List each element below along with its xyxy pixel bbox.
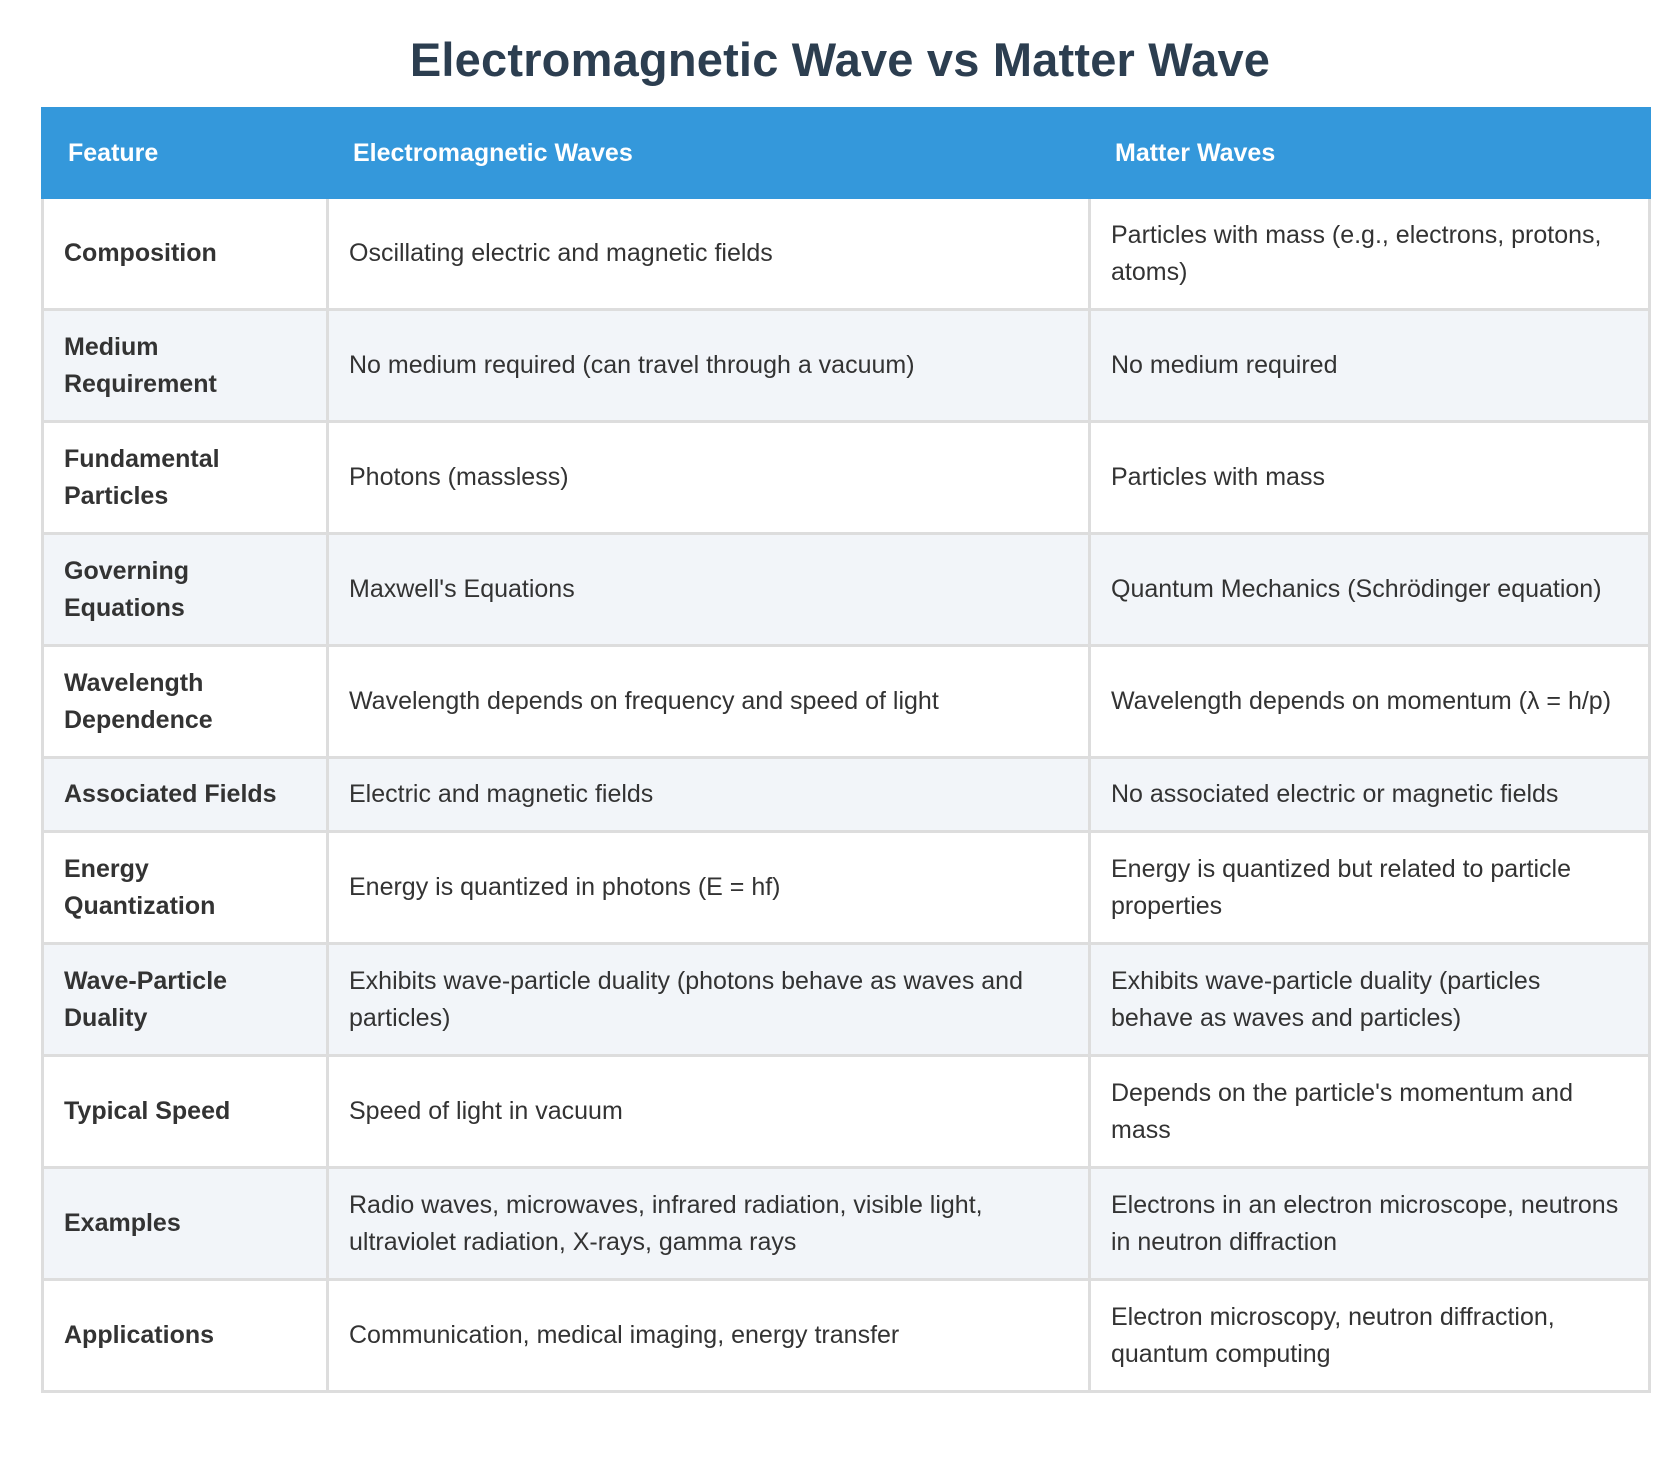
- table-row: Wavelength Dependence Wavelength depends…: [41, 644, 1651, 759]
- table-header: Feature Electromagnetic Waves Matter Wav…: [41, 107, 1651, 199]
- feature-cell: Energy Quantization: [41, 830, 329, 945]
- feature-cell: Fundamental Particles: [41, 420, 329, 535]
- table-body: Composition Oscillating electric and mag…: [41, 196, 1651, 1393]
- em-cell: Photons (massless): [326, 420, 1091, 535]
- feature-cell: Wavelength Dependence: [41, 644, 329, 759]
- matter-cell: Particles with mass: [1088, 420, 1651, 535]
- matter-cell: No medium required: [1088, 308, 1651, 423]
- header-row: Feature Electromagnetic Waves Matter Wav…: [41, 107, 1651, 199]
- table-row: Examples Radio waves, microwaves, infrar…: [41, 1166, 1651, 1281]
- matter-cell: Exhibits wave-particle duality (particle…: [1088, 942, 1651, 1057]
- em-cell: Wavelength depends on frequency and spee…: [326, 644, 1091, 759]
- comparison-table: Feature Electromagnetic Waves Matter Wav…: [41, 107, 1651, 1393]
- matter-cell: No associated electric or magnetic field…: [1088, 756, 1651, 833]
- feature-cell: Applications: [41, 1278, 329, 1393]
- em-cell: Electric and magnetic fields: [326, 756, 1091, 833]
- em-cell: Radio waves, microwaves, infrared radiat…: [326, 1166, 1091, 1281]
- table-row: Typical Speed Speed of light in vacuum D…: [41, 1054, 1651, 1169]
- feature-cell: Composition: [41, 196, 329, 311]
- feature-cell: Medium Requirement: [41, 308, 329, 423]
- em-cell: Exhibits wave-particle duality (photons …: [326, 942, 1091, 1057]
- matter-cell: Depends on the particle's momentum and m…: [1088, 1054, 1651, 1169]
- em-cell: Communication, medical imaging, energy t…: [326, 1278, 1091, 1393]
- table-row: Governing Equations Maxwell's Equations …: [41, 532, 1651, 647]
- table-row: Applications Communication, medical imag…: [41, 1278, 1651, 1393]
- feature-cell: Governing Equations: [41, 532, 329, 647]
- feature-cell: Typical Speed: [41, 1054, 329, 1169]
- header-electromagnetic-waves: Electromagnetic Waves: [326, 107, 1091, 199]
- matter-cell: Wavelength depends on momentum (λ = h/p): [1088, 644, 1651, 759]
- table-row: Energy Quantization Energy is quantized …: [41, 830, 1651, 945]
- matter-cell: Energy is quantized but related to parti…: [1088, 830, 1651, 945]
- page-title: Electromagnetic Wave vs Matter Wave: [409, 33, 1271, 86]
- matter-cell: Particles with mass (e.g., electrons, pr…: [1088, 196, 1651, 311]
- table-row: Composition Oscillating electric and mag…: [41, 196, 1651, 311]
- em-cell: Oscillating electric and magnetic fields: [326, 196, 1091, 311]
- matter-cell: Quantum Mechanics (Schrödinger equation): [1088, 532, 1651, 647]
- table-row: Wave-Particle Duality Exhibits wave-part…: [41, 942, 1651, 1057]
- em-cell: Speed of light in vacuum: [326, 1054, 1091, 1169]
- table-row: Medium Requirement No medium required (c…: [41, 308, 1651, 423]
- feature-cell: Wave-Particle Duality: [41, 942, 329, 1057]
- em-cell: Maxwell's Equations: [326, 532, 1091, 647]
- feature-cell: Examples: [41, 1166, 329, 1281]
- table-row: Fundamental Particles Photons (massless)…: [41, 420, 1651, 535]
- header-matter-waves: Matter Waves: [1088, 107, 1651, 199]
- em-cell: Energy is quantized in photons (E = hf): [326, 830, 1091, 945]
- em-cell: No medium required (can travel through a…: [326, 308, 1091, 423]
- feature-cell: Associated Fields: [41, 756, 329, 833]
- header-feature: Feature: [41, 107, 329, 199]
- matter-cell: Electron microscopy, neutron diffraction…: [1088, 1278, 1651, 1393]
- table-row: Associated Fields Electric and magnetic …: [41, 756, 1651, 833]
- matter-cell: Electrons in an electron microscope, neu…: [1088, 1166, 1651, 1281]
